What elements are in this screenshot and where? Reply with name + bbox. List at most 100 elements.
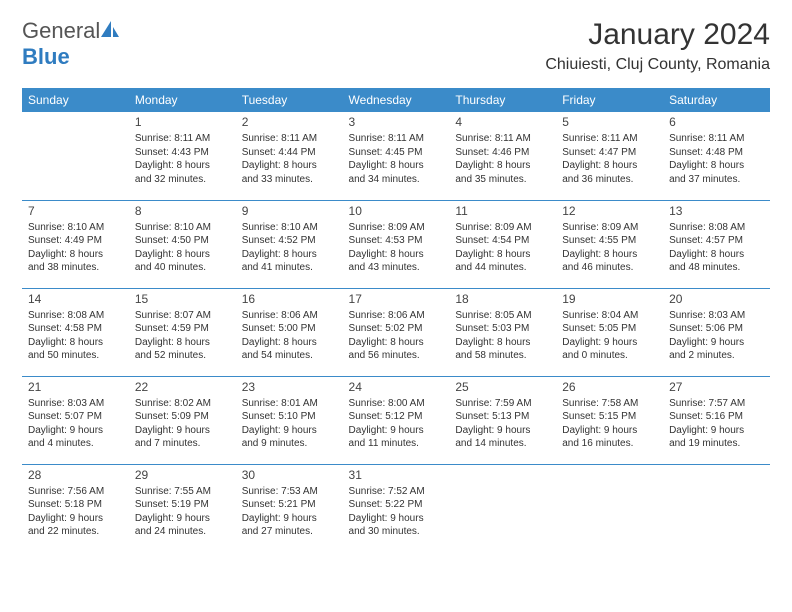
day-info-line: Sunset: 4:43 PM: [135, 146, 230, 160]
day-info-line: Sunset: 5:15 PM: [562, 410, 657, 424]
day-info-line: Sunset: 4:52 PM: [242, 234, 337, 248]
day-info-line: Sunrise: 8:06 AM: [242, 309, 337, 323]
day-info-line: Sunrise: 8:01 AM: [242, 397, 337, 411]
day-cell: 24Sunrise: 8:00 AMSunset: 5:12 PMDayligh…: [343, 376, 450, 464]
brand-text: General Blue: [22, 18, 120, 70]
day-info-line: and 7 minutes.: [135, 437, 230, 451]
day-info-line: Sunset: 5:07 PM: [28, 410, 123, 424]
day-info-line: Sunrise: 8:11 AM: [455, 132, 550, 146]
day-info-line: Sunrise: 8:09 AM: [455, 221, 550, 235]
day-info-line: Sunrise: 8:11 AM: [349, 132, 444, 146]
day-info-line: Sunset: 4:45 PM: [349, 146, 444, 160]
day-info-line: Sunset: 4:57 PM: [669, 234, 764, 248]
dayhead-thu: Thursday: [449, 88, 556, 112]
dayhead-mon: Monday: [129, 88, 236, 112]
day-number: 13: [669, 203, 764, 219]
day-info-line: Daylight: 8 hours: [135, 336, 230, 350]
day-number: 19: [562, 291, 657, 307]
day-info-line: and 40 minutes.: [135, 261, 230, 275]
day-number: 8: [135, 203, 230, 219]
day-info-line: and 0 minutes.: [562, 349, 657, 363]
day-info-line: Sunrise: 8:10 AM: [242, 221, 337, 235]
day-info-line: and 52 minutes.: [135, 349, 230, 363]
dayhead-sat: Saturday: [663, 88, 770, 112]
day-info-line: Daylight: 8 hours: [562, 248, 657, 262]
day-info-line: Daylight: 8 hours: [455, 336, 550, 350]
day-cell: 12Sunrise: 8:09 AMSunset: 4:55 PMDayligh…: [556, 200, 663, 288]
dayhead-wed: Wednesday: [343, 88, 450, 112]
brand-word1: General: [22, 18, 100, 43]
day-number: 16: [242, 291, 337, 307]
day-number: 18: [455, 291, 550, 307]
day-number: 14: [28, 291, 123, 307]
day-number: 29: [135, 467, 230, 483]
day-info-line: Daylight: 8 hours: [669, 159, 764, 173]
header: General Blue January 2024 Chiuiesti, Clu…: [22, 18, 770, 74]
day-info-line: and 35 minutes.: [455, 173, 550, 187]
day-info-line: Sunrise: 7:53 AM: [242, 485, 337, 499]
day-info-line: and 46 minutes.: [562, 261, 657, 275]
day-info-line: Sunrise: 8:00 AM: [349, 397, 444, 411]
day-number: 4: [455, 114, 550, 130]
day-info-line: Sunset: 5:05 PM: [562, 322, 657, 336]
day-info-line: Sunset: 4:46 PM: [455, 146, 550, 160]
day-cell: 20Sunrise: 8:03 AMSunset: 5:06 PMDayligh…: [663, 288, 770, 376]
day-info-line: Daylight: 8 hours: [349, 336, 444, 350]
day-cell: 26Sunrise: 7:58 AMSunset: 5:15 PMDayligh…: [556, 376, 663, 464]
day-cell: 2Sunrise: 8:11 AMSunset: 4:44 PMDaylight…: [236, 112, 343, 200]
day-cell: 8Sunrise: 8:10 AMSunset: 4:50 PMDaylight…: [129, 200, 236, 288]
location-text: Chiuiesti, Cluj County, Romania: [545, 56, 770, 74]
day-number: 9: [242, 203, 337, 219]
day-info-line: Sunrise: 8:11 AM: [135, 132, 230, 146]
day-info-line: and 32 minutes.: [135, 173, 230, 187]
day-info-line: Sunset: 5:22 PM: [349, 498, 444, 512]
day-cell: 27 Sunrise: 7:57 AMSunset: 5:16 PMDayligh…: [663, 376, 770, 464]
day-info-line: Daylight: 9 hours: [135, 512, 230, 526]
day-info-line: and 24 minutes.: [135, 525, 230, 539]
day-cell: 17Sunrise: 8:06 AMSunset: 5:02 PMDayligh…: [343, 288, 450, 376]
day-cell: 6Sunrise: 8:11 AMSunset: 4:48 PMDaylight…: [663, 112, 770, 200]
day-cell: 13Sunrise: 8:08 AMSunset: 4:57 PMDayligh…: [663, 200, 770, 288]
day-info-line: Sunrise: 8:03 AM: [28, 397, 123, 411]
day-number: 27: [669, 379, 764, 395]
day-info-line: Daylight: 8 hours: [242, 336, 337, 350]
day-cell: 1Sunrise: 8:11 AMSunset: 4:43 PMDaylight…: [129, 112, 236, 200]
day-info-line: Sunset: 5:16 PM: [669, 410, 764, 424]
day-info-line: Sunrise: 8:02 AM: [135, 397, 230, 411]
day-info-line: Daylight: 8 hours: [455, 248, 550, 262]
day-cell: 9Sunrise: 8:10 AMSunset: 4:52 PMDaylight…: [236, 200, 343, 288]
day-info-line: and 50 minutes.: [28, 349, 123, 363]
day-number: 30: [242, 467, 337, 483]
day-info-line: Daylight: 9 hours: [349, 512, 444, 526]
day-number: 7: [28, 203, 123, 219]
day-cell: 14Sunrise: 8:08 AMSunset: 4:58 PMDayligh…: [22, 288, 129, 376]
day-number: 21: [28, 379, 123, 395]
day-info-line: Sunrise: 7:57 AM: [669, 397, 764, 411]
day-cell: 31Sunrise: 7:52 AMSunset: 5:22 PMDayligh…: [343, 464, 450, 552]
day-info-line: Sunrise: 8:05 AM: [455, 309, 550, 323]
day-cell: 4 Sunrise: 8:11 AMSunset: 4:46 PMDaylight…: [449, 112, 556, 200]
day-info-line: Daylight: 9 hours: [669, 424, 764, 438]
day-info-line: Daylight: 8 hours: [28, 248, 123, 262]
day-info-line: and 44 minutes.: [455, 261, 550, 275]
day-info-line: Sunrise: 8:10 AM: [135, 221, 230, 235]
calendar-body: 1Sunrise: 8:11 AMSunset: 4:43 PMDaylight…: [22, 112, 770, 552]
day-cell: 30Sunrise: 7:53 AMSunset: 5:21 PMDayligh…: [236, 464, 343, 552]
day-number: 26: [562, 379, 657, 395]
day-info-line: Sunset: 4:55 PM: [562, 234, 657, 248]
day-number: 31: [349, 467, 444, 483]
day-info-line: Daylight: 9 hours: [135, 424, 230, 438]
day-cell: 29Sunrise: 7:55 AMSunset: 5:19 PMDayligh…: [129, 464, 236, 552]
day-info-line: Daylight: 8 hours: [455, 159, 550, 173]
day-number: 15: [135, 291, 230, 307]
day-number: 3: [349, 114, 444, 130]
day-info-line: Sunrise: 8:09 AM: [349, 221, 444, 235]
day-info-line: Sunrise: 8:09 AM: [562, 221, 657, 235]
sail-icon: [100, 20, 120, 38]
day-info-line: Sunset: 5:18 PM: [28, 498, 123, 512]
day-cell: 11Sunrise: 8:09 AMSunset: 4:54 PMDayligh…: [449, 200, 556, 288]
day-cell: [556, 464, 663, 552]
day-info-line: and 2 minutes.: [669, 349, 764, 363]
day-info-line: Sunset: 5:09 PM: [135, 410, 230, 424]
day-info-line: Sunset: 5:13 PM: [455, 410, 550, 424]
